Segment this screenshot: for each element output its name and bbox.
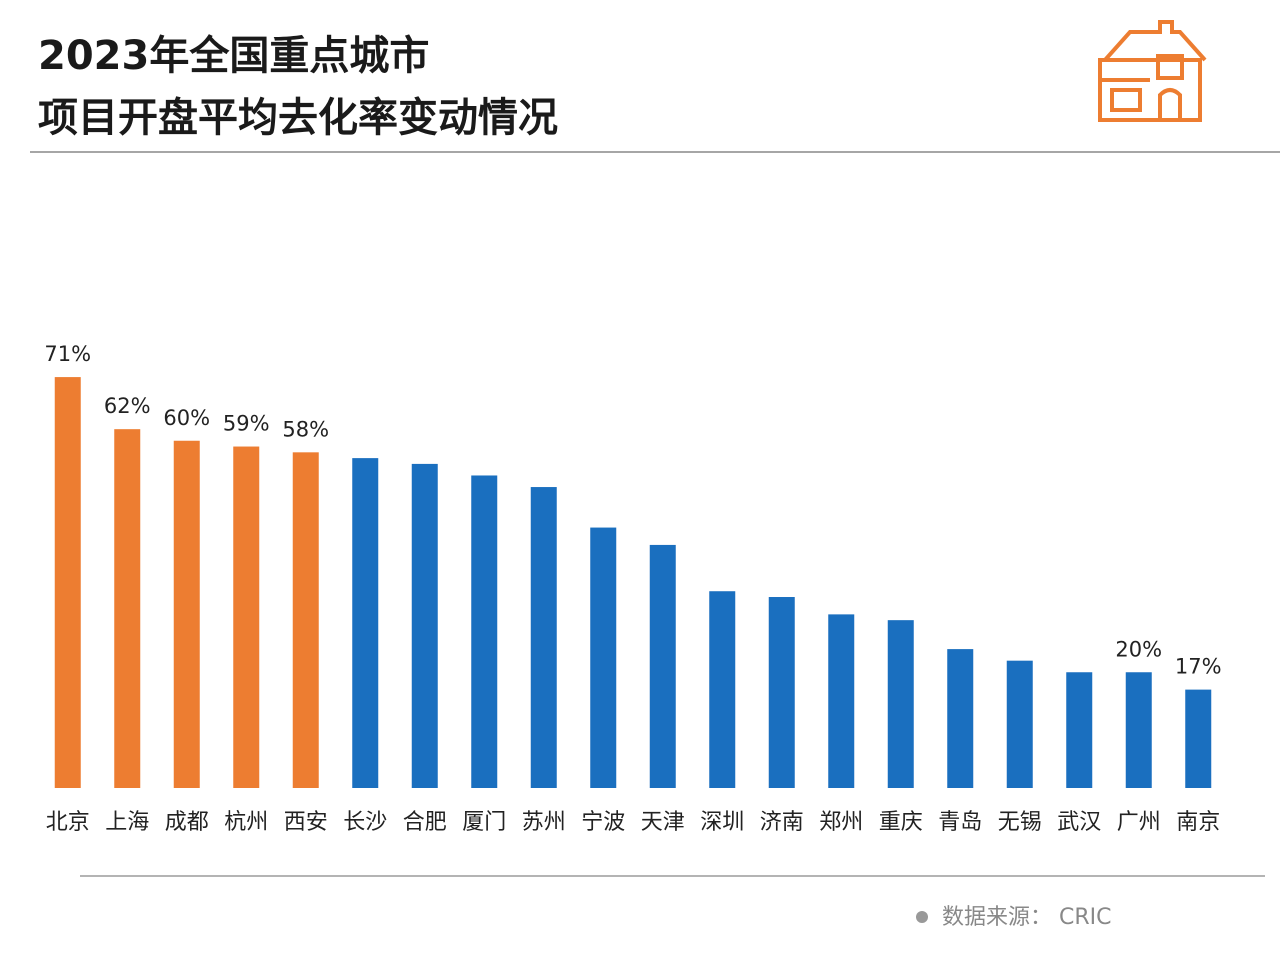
bar bbox=[947, 649, 974, 788]
x-tick-label: 南京 bbox=[1176, 810, 1220, 835]
source-bullet bbox=[916, 911, 928, 923]
x-tick-label: 杭州 bbox=[224, 810, 268, 835]
bar bbox=[1066, 672, 1093, 788]
bar bbox=[233, 446, 260, 788]
bar bbox=[709, 591, 736, 788]
x-tick-label: 合肥 bbox=[403, 810, 447, 835]
bar bbox=[114, 429, 141, 788]
x-tick-label: 宁波 bbox=[581, 810, 625, 835]
source: 数据来源： CRIC bbox=[942, 905, 1112, 930]
x-tick-label: 重庆 bbox=[879, 810, 923, 835]
value-label: 60% bbox=[163, 406, 210, 430]
x-tick-label: 长沙 bbox=[343, 810, 387, 835]
value-label: 58% bbox=[282, 417, 329, 441]
bar bbox=[173, 440, 200, 788]
bar bbox=[768, 597, 795, 788]
house-icon bbox=[1098, 20, 1207, 122]
bar bbox=[54, 377, 81, 788]
x-tick-label: 苏州 bbox=[522, 810, 566, 835]
x-tick-label: 北京 bbox=[46, 810, 90, 835]
chart-title: 项目开盘平均去化率变动情况 bbox=[38, 95, 558, 141]
bar bbox=[411, 463, 438, 788]
x-tick-label: 成都 bbox=[165, 810, 209, 835]
value-label: 17% bbox=[1175, 655, 1222, 679]
bar bbox=[1185, 689, 1212, 788]
bar bbox=[530, 487, 557, 788]
bar bbox=[887, 620, 914, 788]
value-label: 20% bbox=[1115, 637, 1162, 661]
x-tick-label: 济南 bbox=[760, 810, 804, 835]
bar bbox=[292, 452, 319, 788]
bar bbox=[1125, 672, 1152, 788]
x-tick-label: 厦门 bbox=[462, 810, 506, 835]
value-label: 71% bbox=[44, 342, 91, 366]
x-tick-label: 无锡 bbox=[998, 810, 1042, 835]
value-label: 62% bbox=[104, 394, 151, 418]
x-tick-label: 郑州 bbox=[819, 810, 863, 835]
x-tick-label: 深圳 bbox=[700, 810, 744, 835]
x-tick-label: 广州 bbox=[1117, 810, 1161, 835]
value-label: 59% bbox=[223, 412, 270, 436]
bar bbox=[649, 544, 676, 788]
bar bbox=[352, 458, 379, 788]
bar bbox=[1006, 660, 1033, 788]
x-tick-label: 天津 bbox=[641, 810, 685, 835]
bar bbox=[828, 614, 855, 788]
x-tick-label: 西安 bbox=[284, 810, 328, 835]
chart-title: 2023年全国重点城市 bbox=[38, 33, 429, 79]
bar bbox=[590, 527, 617, 788]
x-tick-label: 青岛 bbox=[938, 810, 982, 835]
x-tick-label: 上海 bbox=[105, 810, 149, 835]
x-tick-label: 武汉 bbox=[1057, 810, 1101, 835]
bar bbox=[471, 475, 498, 788]
